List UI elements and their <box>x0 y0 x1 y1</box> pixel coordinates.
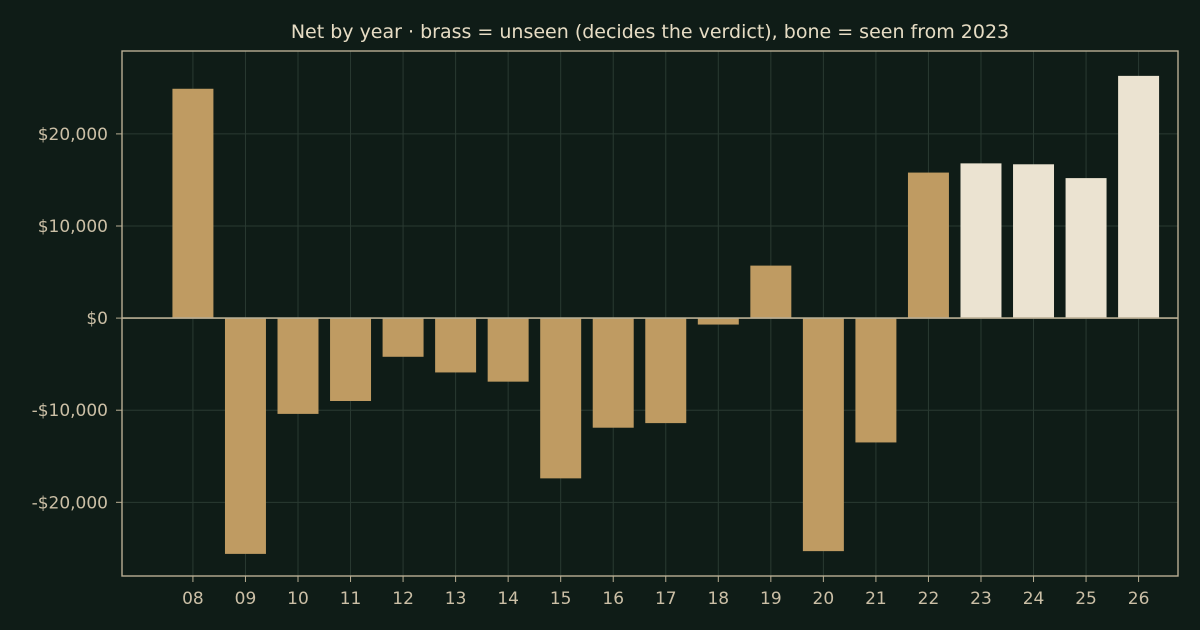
bar-13 <box>435 318 477 373</box>
x-tick-label: 10 <box>287 589 309 609</box>
x-tick-label: 12 <box>392 589 414 609</box>
bar-26 <box>1118 75 1160 319</box>
bar-19 <box>750 265 792 319</box>
bar-08 <box>172 88 214 319</box>
bar-14 <box>487 318 529 382</box>
x-tick-label: 18 <box>707 589 729 609</box>
bar-24 <box>1013 164 1055 319</box>
bar-11 <box>330 318 372 401</box>
bar-12 <box>382 318 424 357</box>
y-tick-label: -$10,000 <box>32 401 108 421</box>
bar-16 <box>592 318 634 428</box>
bar-17 <box>645 318 687 424</box>
x-tick-label: 11 <box>340 589 362 609</box>
bar-22 <box>907 172 949 319</box>
axes: -$20,000 -$10,000 $0 $10,000 $20,000 08 09 10 11… <box>32 50 1179 609</box>
chart-title: Net by year · brass = unseen (decides th… <box>291 21 1009 43</box>
x-tick-label: 20 <box>813 589 835 609</box>
x-tick-label: 23 <box>970 589 992 609</box>
x-tick-label: 24 <box>1023 589 1045 609</box>
x-tick-label: 14 <box>497 589 519 609</box>
y-tick-label: $0 <box>86 309 108 329</box>
y-tick-label: $20,000 <box>38 125 108 145</box>
x-tick-label: 13 <box>445 589 467 609</box>
bars <box>172 75 1160 554</box>
x-tick-label: 25 <box>1075 589 1097 609</box>
bar-10 <box>277 318 319 414</box>
x-tick-label: 16 <box>602 589 624 609</box>
x-tick-label: 22 <box>918 589 940 609</box>
bar-21 <box>855 318 897 443</box>
bar-25 <box>1065 178 1107 319</box>
x-tick-label: 17 <box>655 589 677 609</box>
bar-23 <box>960 163 1002 319</box>
x-tick-label: 19 <box>760 589 782 609</box>
x-tick-label: 09 <box>235 589 257 609</box>
bar-20 <box>802 318 844 552</box>
x-tick-label: 15 <box>550 589 572 609</box>
x-tick-label: 08 <box>182 589 204 609</box>
y-tick-label: $10,000 <box>38 217 108 237</box>
bar-18 <box>697 318 739 325</box>
y-tick-label: -$20,000 <box>32 493 108 513</box>
x-tick-label: 21 <box>865 589 887 609</box>
bar-09 <box>224 318 266 554</box>
plot-frame <box>121 50 1179 577</box>
x-tick-label: 26 <box>1128 589 1150 609</box>
bar-15 <box>540 318 582 479</box>
